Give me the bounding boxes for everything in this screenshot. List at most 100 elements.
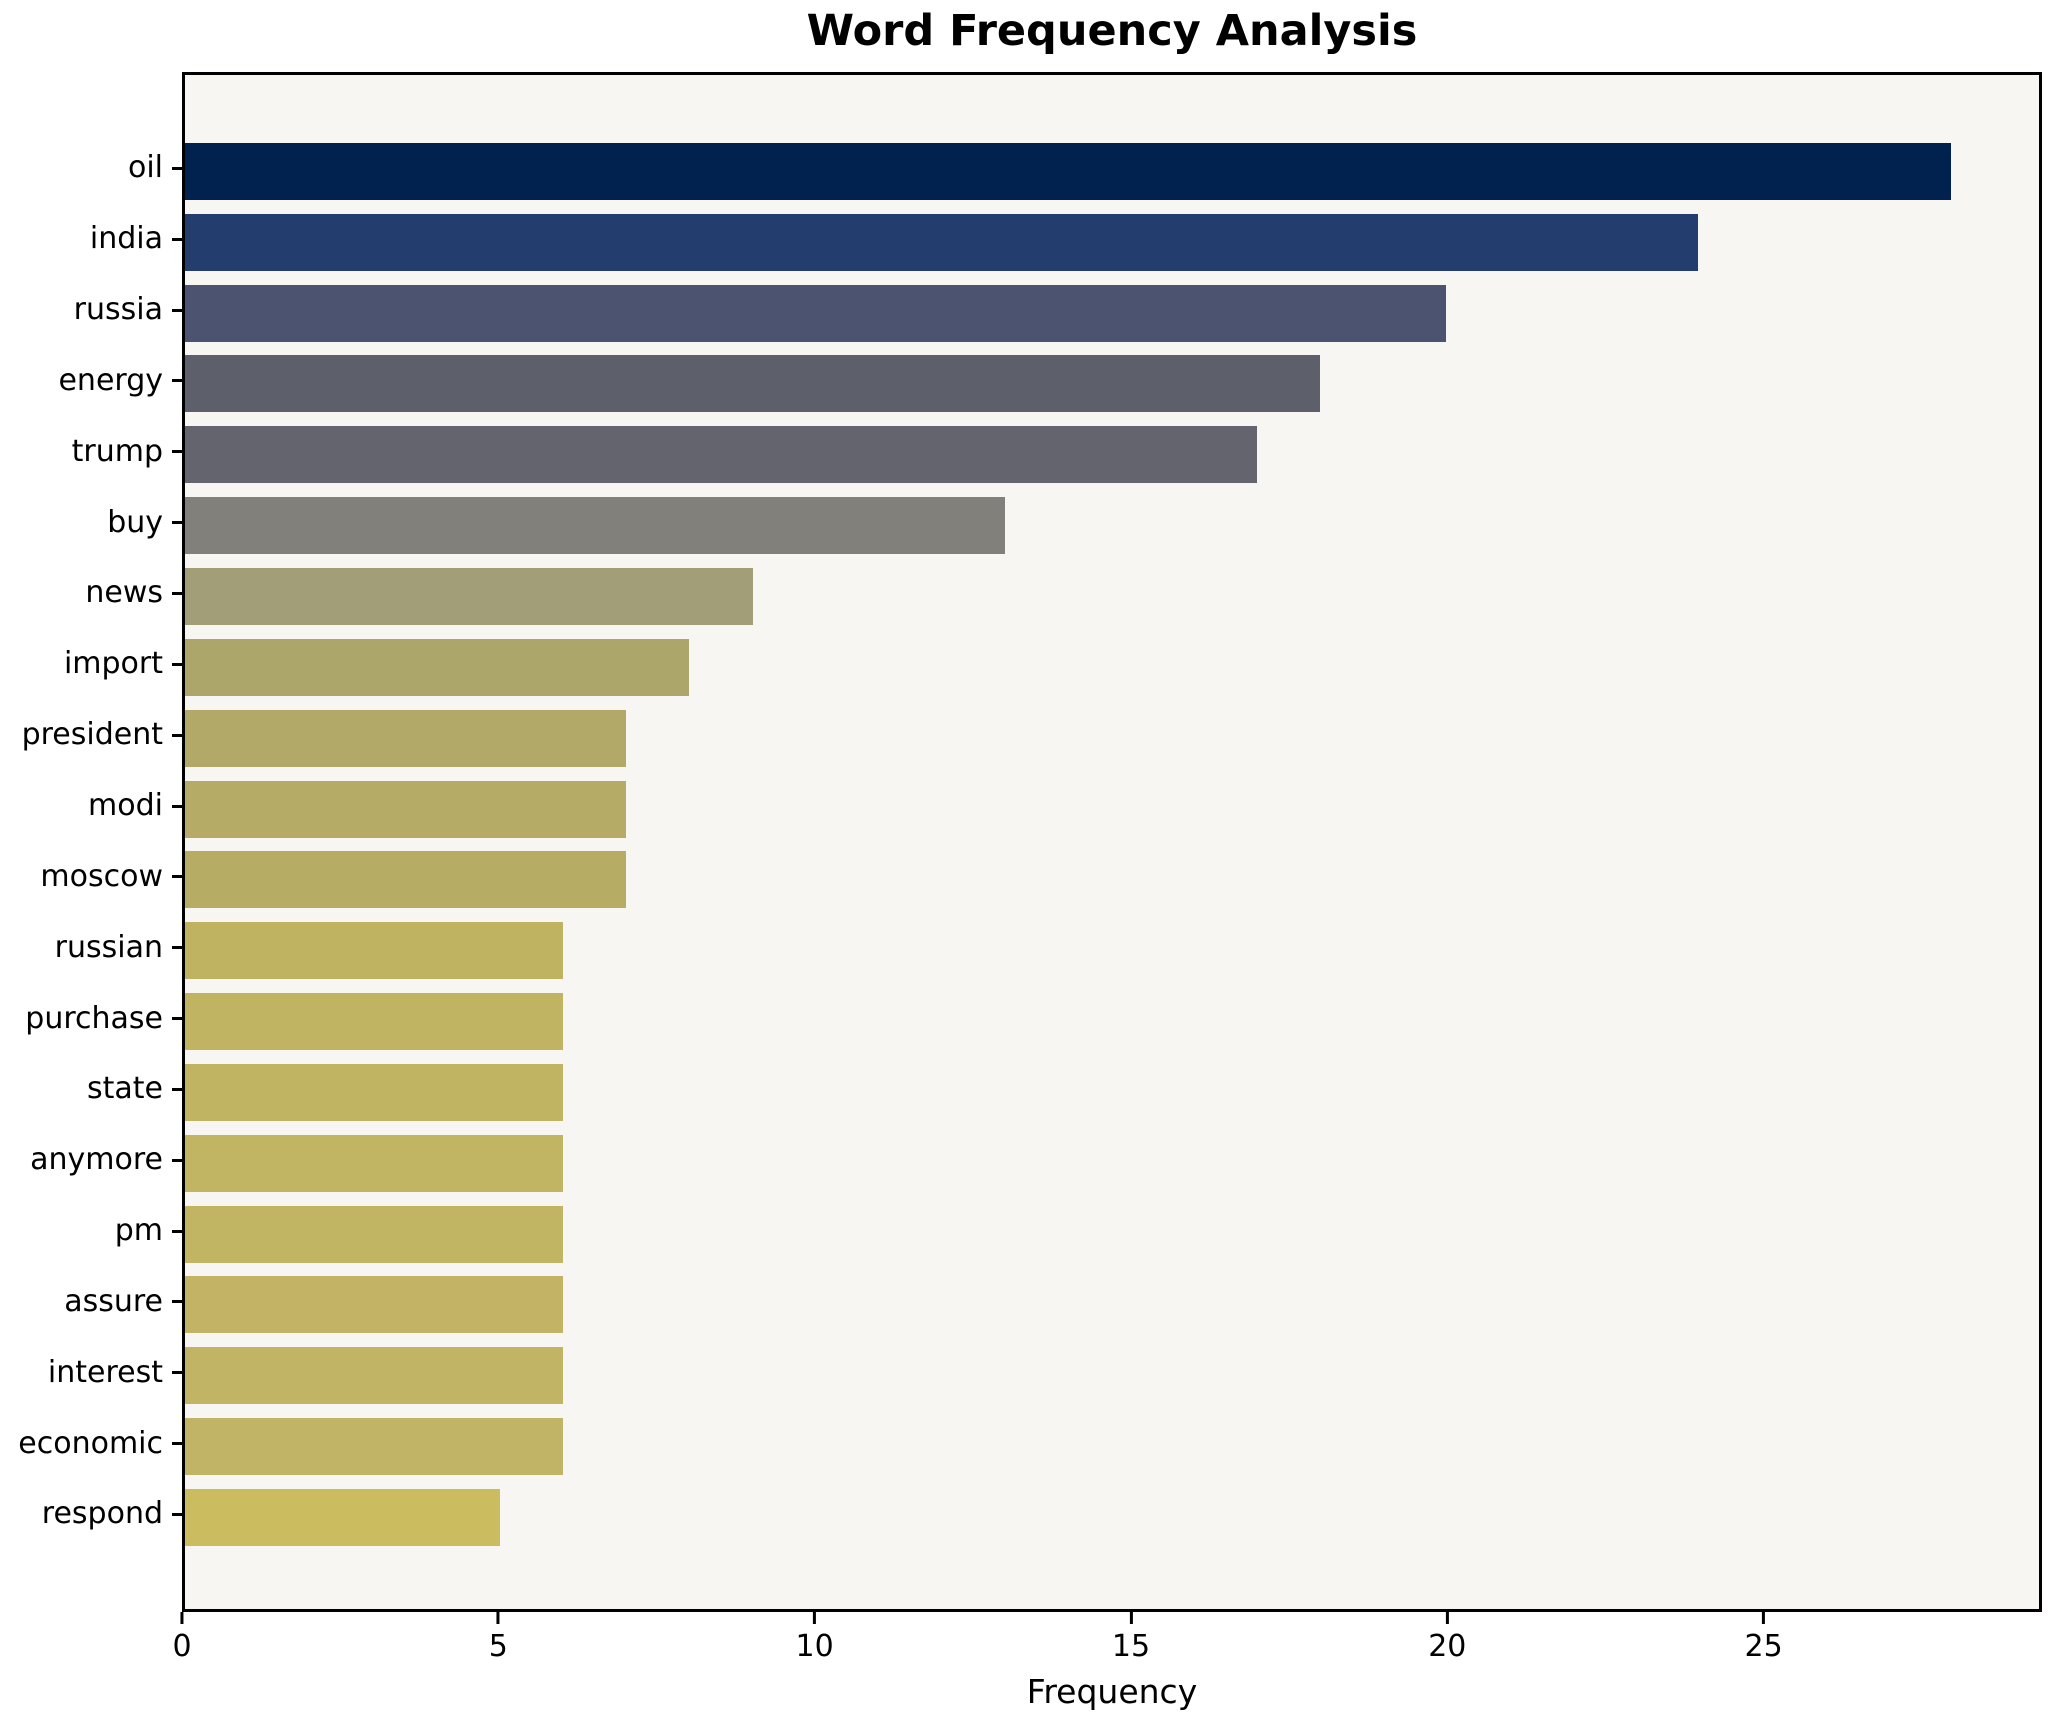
bar-russia: [185, 284, 1447, 342]
y-tick-label: russia: [73, 292, 163, 328]
y-tick-label: news: [85, 575, 163, 611]
x-tick-label: 15: [1111, 1629, 1151, 1664]
y-tick-label: state: [87, 1071, 163, 1107]
y-tick-label: energy: [58, 362, 163, 398]
x-tick-mark: [496, 1612, 500, 1624]
x-tick-mark: [1762, 1612, 1766, 1624]
bar-buy: [185, 497, 1005, 555]
y-tick-label: india: [89, 221, 163, 257]
y-tick-mark: [172, 662, 182, 666]
x-tick-mark: [180, 1612, 184, 1624]
bar-modi: [185, 780, 627, 838]
y-tick-mark: [172, 733, 182, 737]
y-tick: news: [0, 558, 182, 629]
y-tick-mark: [172, 591, 182, 595]
x-tick-label: 25: [1744, 1629, 1783, 1664]
y-tick-mark: [172, 521, 182, 525]
y-tick-mark: [172, 379, 182, 383]
x-axis-label: Frequency: [1026, 1672, 1198, 1711]
y-tick-label: russian: [54, 929, 163, 965]
y-tick: pm: [0, 1196, 182, 1267]
x-tick-label: 10: [795, 1629, 834, 1664]
y-tick: india: [0, 204, 182, 275]
y-tick-mark: [172, 1300, 182, 1304]
x-tick-mark: [813, 1612, 817, 1624]
y-tick-label: oil: [127, 150, 163, 186]
chart-title: Word Frequency Analysis: [806, 6, 1418, 56]
y-tick: russia: [0, 275, 182, 346]
bar-row: [185, 349, 2039, 420]
y-tick: assure: [0, 1267, 182, 1338]
y-tick: buy: [0, 487, 182, 558]
y-tick-label: economic: [18, 1425, 163, 1461]
bar-energy: [185, 355, 1321, 413]
bar-row: [185, 136, 2039, 207]
x-tick: 20: [1428, 1612, 1466, 1662]
y-tick-label: trump: [71, 433, 163, 469]
bar-oil: [185, 142, 1951, 200]
y-tick-mark: [172, 166, 182, 170]
y-tick: anymore: [0, 1125, 182, 1196]
y-tick: trump: [0, 416, 182, 487]
y-tick-mark: [172, 237, 182, 241]
y-tick-label: president: [21, 717, 163, 753]
y-tick: interest: [0, 1337, 182, 1408]
bar-row: [185, 278, 2039, 349]
y-tick-mark: [172, 308, 182, 312]
y-tick: purchase: [0, 983, 182, 1054]
x-tick: 0: [172, 1612, 192, 1664]
bar-purchase: [185, 993, 564, 1051]
y-tick-label: moscow: [40, 858, 163, 894]
x-tick-label: 20: [1428, 1629, 1467, 1664]
x-tick-label: 0: [172, 1629, 192, 1664]
bar-row: [185, 703, 2039, 774]
bar-russian: [185, 922, 564, 980]
bar-interest: [185, 1347, 564, 1405]
bar-row: [185, 844, 2039, 915]
y-tick-mark: [172, 1512, 182, 1516]
y-tick: president: [0, 700, 182, 771]
y-tick-mark: [172, 450, 182, 454]
bar-news: [185, 567, 753, 625]
y-tick: state: [0, 1054, 182, 1125]
y-tick-label: purchase: [25, 1000, 163, 1036]
x-tick-label: 5: [488, 1629, 508, 1664]
x-tick-mark: [1445, 1612, 1449, 1624]
bar-anymore: [185, 1134, 564, 1192]
y-tick: russian: [0, 912, 182, 983]
y-tick-mark: [172, 1158, 182, 1162]
y-tick-label: assure: [64, 1283, 163, 1319]
x-tick: 5: [489, 1612, 508, 1662]
bar-india: [185, 213, 1699, 271]
y-tick: modi: [0, 771, 182, 842]
bar-row: [185, 561, 2039, 632]
x-tick: 10: [796, 1612, 834, 1662]
y-tick-mark: [172, 875, 182, 879]
bar-row: [185, 774, 2039, 845]
bar-moscow: [185, 851, 627, 909]
y-tick-mark: [172, 1371, 182, 1375]
bar-state: [185, 1063, 564, 1121]
y-tick-label: anymore: [30, 1142, 163, 1178]
bar-economic: [185, 1418, 564, 1476]
y-tick-label: respond: [41, 1496, 163, 1532]
bar-row: [185, 1411, 2039, 1482]
bar-row: [185, 1128, 2039, 1199]
bar-row: [185, 1270, 2039, 1341]
y-tick-label: import: [63, 646, 163, 682]
plot-area: [182, 72, 2042, 1612]
bar-row: [185, 490, 2039, 561]
y-tick-label: buy: [107, 504, 163, 540]
bar-assure: [185, 1276, 564, 1334]
y-tick-mark: [172, 1017, 182, 1021]
bar-row: [185, 207, 2039, 278]
x-tick-mark: [1129, 1612, 1133, 1624]
bar-row: [185, 419, 2039, 490]
bar-pm: [185, 1205, 564, 1263]
bar-respond: [185, 1488, 501, 1546]
x-tick: 15: [1112, 1612, 1150, 1662]
y-tick-label: interest: [47, 1354, 163, 1390]
y-tick: import: [0, 629, 182, 700]
y-tick-mark: [172, 1229, 182, 1233]
